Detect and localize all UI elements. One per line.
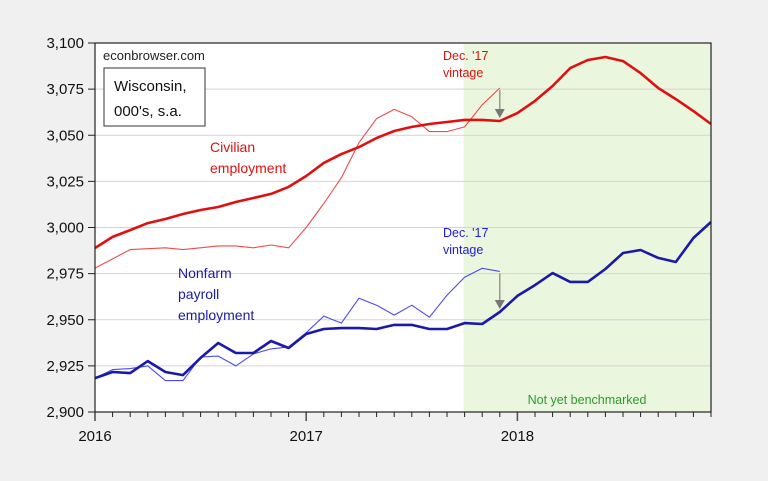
y-tick-label: 2,925 [46,358,84,375]
civilian-label-line2: employment [210,160,286,176]
x-axis: 2016 2017 2018 [78,412,712,445]
y-tick-label: 3,075 [46,81,84,98]
civilian-vintage-label-line2: vintage [443,66,483,80]
civilian-vintage-label-line1: Dec. '17 [443,49,489,63]
nonfarm-label-line3: employment [178,307,254,323]
y-tick-label: 3,050 [46,127,84,144]
region-label-line2: 000's, s.a. [114,103,182,120]
series-line [94,87,501,269]
x-tick-label: 2016 [78,428,111,445]
series-lines [94,55,712,382]
y-tick-label: 2,950 [46,312,84,329]
gridlines [95,88,711,367]
x-tick-label: 2017 [290,428,323,445]
series-line [94,221,712,380]
arrow-down-icon [494,109,505,119]
civilian-label-line1: Civilian [210,139,255,155]
nonfarm-label-line1: Nonfarm [178,265,232,281]
nonfarm-label-line2: payroll [178,286,219,302]
y-tick-label: 3,000 [46,220,84,237]
x-tick-label: 2018 [501,428,534,445]
source-label: econbrowser.com [103,48,205,63]
region-label-line1: Wisconsin, [114,78,187,95]
not-benchmarked-label: Not yet benchmarked [528,393,647,407]
y-tick-label: 3,025 [46,173,84,190]
y-tick-label: 2,900 [46,404,84,421]
plot-frame [94,42,712,413]
y-tick-label: 2,975 [46,266,84,283]
y-axis: 2,900 2,925 2,950 2,975 3,000 3,025 3,050 3,075… [46,35,95,421]
payroll-vintage-label-line2: vintage [443,243,483,257]
arrow-down-icon [494,300,505,310]
revision-arrows [494,90,505,310]
y-tick-label: 3,100 [46,35,84,52]
series-line [94,55,712,250]
region-label-box [103,67,206,127]
payroll-vintage-label-line1: Dec. '17 [443,226,489,240]
